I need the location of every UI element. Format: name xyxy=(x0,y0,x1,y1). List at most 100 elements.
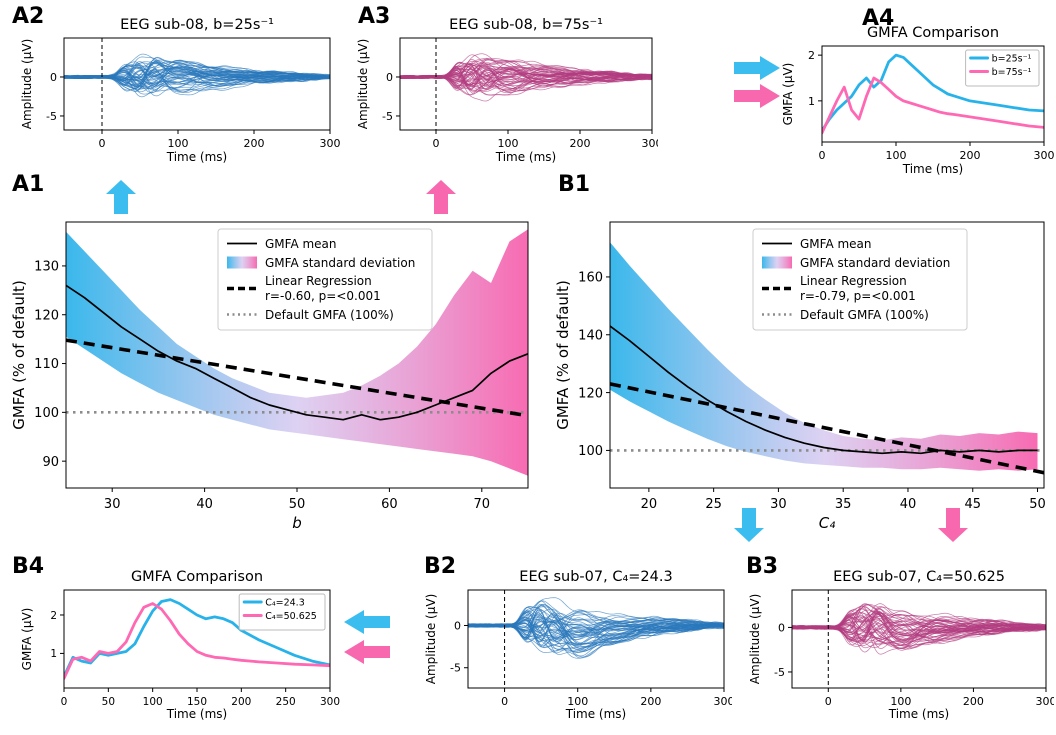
svg-text:Time (ms): Time (ms) xyxy=(888,707,950,721)
svg-text:100: 100 xyxy=(143,696,163,708)
svg-text:r=-0.60, p=<0.001: r=-0.60, p=<0.001 xyxy=(265,289,381,303)
svg-text:GMFA (% of default): GMFA (% of default) xyxy=(10,280,28,430)
svg-text:100: 100 xyxy=(34,406,59,421)
svg-text:130: 130 xyxy=(34,260,59,275)
svg-text:60: 60 xyxy=(381,497,398,512)
arrow-right-blue-icon xyxy=(734,56,780,80)
svg-text:GMFA mean: GMFA mean xyxy=(800,237,872,251)
svg-text:20: 20 xyxy=(641,497,658,512)
svg-text:200: 200 xyxy=(963,695,984,708)
svg-text:-5: -5 xyxy=(450,662,461,675)
svg-text:100: 100 xyxy=(886,149,907,162)
svg-text:300: 300 xyxy=(714,695,733,708)
svg-text:200: 200 xyxy=(640,695,661,708)
svg-text:2: 2 xyxy=(50,610,57,622)
panel-label-b4: B4 xyxy=(12,554,45,579)
svg-text:50: 50 xyxy=(289,497,306,512)
svg-text:EEG sub-07, C₄=50.625: EEG sub-07, C₄=50.625 xyxy=(833,569,1005,585)
svg-text:300: 300 xyxy=(1034,149,1055,162)
svg-text:EEG sub-08, b=25s⁻¹: EEG sub-08, b=25s⁻¹ xyxy=(120,17,274,33)
svg-text:110: 110 xyxy=(34,357,59,372)
panel-a2-eeg-b25-chart: 0 100 200 300 0 -5 EEG sub-08, b=25s⁻¹ Time (ms… xyxy=(8,4,342,172)
svg-text:300: 300 xyxy=(642,137,659,150)
svg-text:30: 30 xyxy=(104,497,121,512)
svg-text:120: 120 xyxy=(578,386,603,401)
arrow-down-pink-icon xyxy=(938,508,968,542)
svg-text:0: 0 xyxy=(61,696,68,708)
svg-text:300: 300 xyxy=(1036,695,1055,708)
svg-text:0: 0 xyxy=(454,619,461,632)
svg-text:Amplitude (µV): Amplitude (µV) xyxy=(20,39,34,130)
svg-text:50: 50 xyxy=(1029,497,1046,512)
panel-label-a3: A3 xyxy=(358,4,391,29)
svg-text:0: 0 xyxy=(825,695,832,708)
svg-text:GMFA (µV): GMFA (µV) xyxy=(20,608,34,671)
svg-text:1: 1 xyxy=(50,648,57,660)
svg-text:100: 100 xyxy=(578,444,603,459)
svg-text:70: 70 xyxy=(474,497,491,512)
svg-text:Linear Regression: Linear Regression xyxy=(265,274,372,288)
panel-a3-eeg-b75-chart: 0 100 200 300 0 -5 EEG sub-08, b=75s⁻¹ Time (ms… xyxy=(348,4,663,172)
svg-text:C₄=24.3: C₄=24.3 xyxy=(265,597,305,608)
svg-text:2: 2 xyxy=(808,49,815,62)
svg-text:0: 0 xyxy=(501,695,508,708)
svg-text:Linear Regression: Linear Regression xyxy=(800,274,907,288)
svg-text:45: 45 xyxy=(964,497,981,512)
svg-text:Time (ms): Time (ms) xyxy=(565,707,627,721)
svg-text:GMFA (% of default): GMFA (% of default) xyxy=(554,280,572,430)
panel-label-a4: A4 xyxy=(862,6,895,31)
svg-text:30: 30 xyxy=(770,497,787,512)
arrow-up-blue-icon xyxy=(106,180,136,214)
svg-text:200: 200 xyxy=(960,149,981,162)
svg-text:GMFA Comparison: GMFA Comparison xyxy=(867,25,999,41)
panel-label-a1: A1 xyxy=(12,172,45,197)
svg-text:EEG sub-07, C₄=24.3: EEG sub-07, C₄=24.3 xyxy=(519,569,672,585)
svg-text:-5: -5 xyxy=(382,110,393,123)
svg-text:90: 90 xyxy=(42,455,59,470)
svg-text:0: 0 xyxy=(819,149,826,162)
svg-text:Default GMFA (100%): Default GMFA (100%) xyxy=(800,308,929,322)
arrow-up-pink-icon xyxy=(426,180,456,214)
panel-a4-gmfa-comparison-chart: 0 100 200 300 1 2 GMFA Comparison Time (ms) GMFA… xyxy=(772,6,1055,186)
panel-label-a2: A2 xyxy=(12,4,45,29)
svg-text:0: 0 xyxy=(778,621,785,634)
svg-text:GMFA (µV): GMFA (µV) xyxy=(781,63,795,126)
svg-text:100: 100 xyxy=(168,137,189,150)
svg-text:120: 120 xyxy=(34,308,59,323)
svg-text:0: 0 xyxy=(386,71,393,84)
svg-text:0: 0 xyxy=(433,137,440,150)
svg-text:C₄=50.625: C₄=50.625 xyxy=(265,611,317,622)
svg-text:Amplitude (µV): Amplitude (µV) xyxy=(356,39,370,130)
svg-text:0: 0 xyxy=(50,71,57,84)
svg-text:0: 0 xyxy=(99,137,106,150)
arrow-left-pink-icon xyxy=(344,640,390,664)
svg-text:Time (ms): Time (ms) xyxy=(495,150,557,164)
svg-text:100: 100 xyxy=(498,137,519,150)
svg-text:Time (ms): Time (ms) xyxy=(902,162,964,176)
svg-text:250: 250 xyxy=(276,696,296,708)
svg-text:C₄: C₄ xyxy=(819,514,836,532)
svg-text:b=75s⁻¹: b=75s⁻¹ xyxy=(992,67,1032,78)
svg-text:100: 100 xyxy=(890,695,911,708)
svg-text:50: 50 xyxy=(102,696,115,708)
svg-text:150: 150 xyxy=(187,696,207,708)
svg-text:-5: -5 xyxy=(46,110,57,123)
panel-label-b2: B2 xyxy=(424,554,457,579)
svg-text:160: 160 xyxy=(578,271,603,286)
svg-text:200: 200 xyxy=(244,137,265,150)
arrow-left-blue-icon xyxy=(344,610,390,634)
svg-text:EEG sub-08, b=75s⁻¹: EEG sub-08, b=75s⁻¹ xyxy=(449,17,603,33)
svg-text:100: 100 xyxy=(567,695,588,708)
svg-text:Default GMFA (100%): Default GMFA (100%) xyxy=(265,308,394,322)
svg-text:b: b xyxy=(292,514,302,532)
svg-text:Time (ms): Time (ms) xyxy=(166,150,228,164)
panel-b2-eeg-c4-24-chart: 0 100 200 300 0 -5 EEG sub-07, C₄=24.3 Time (ms… xyxy=(418,556,735,734)
svg-text:GMFA Comparison: GMFA Comparison xyxy=(131,569,263,585)
svg-text:Amplitude (µV): Amplitude (µV) xyxy=(424,594,438,685)
panel-b4-gmfa-comparison-chart: 0 50 100 150 200 250 300 1 2 GMFA Comparison Time … xyxy=(8,556,342,734)
svg-text:200: 200 xyxy=(231,696,251,708)
panel-label-b3: B3 xyxy=(746,554,779,579)
svg-text:40: 40 xyxy=(900,497,917,512)
svg-text:GMFA standard deviation: GMFA standard deviation xyxy=(800,256,950,270)
svg-text:b=25s⁻¹: b=25s⁻¹ xyxy=(992,53,1032,64)
